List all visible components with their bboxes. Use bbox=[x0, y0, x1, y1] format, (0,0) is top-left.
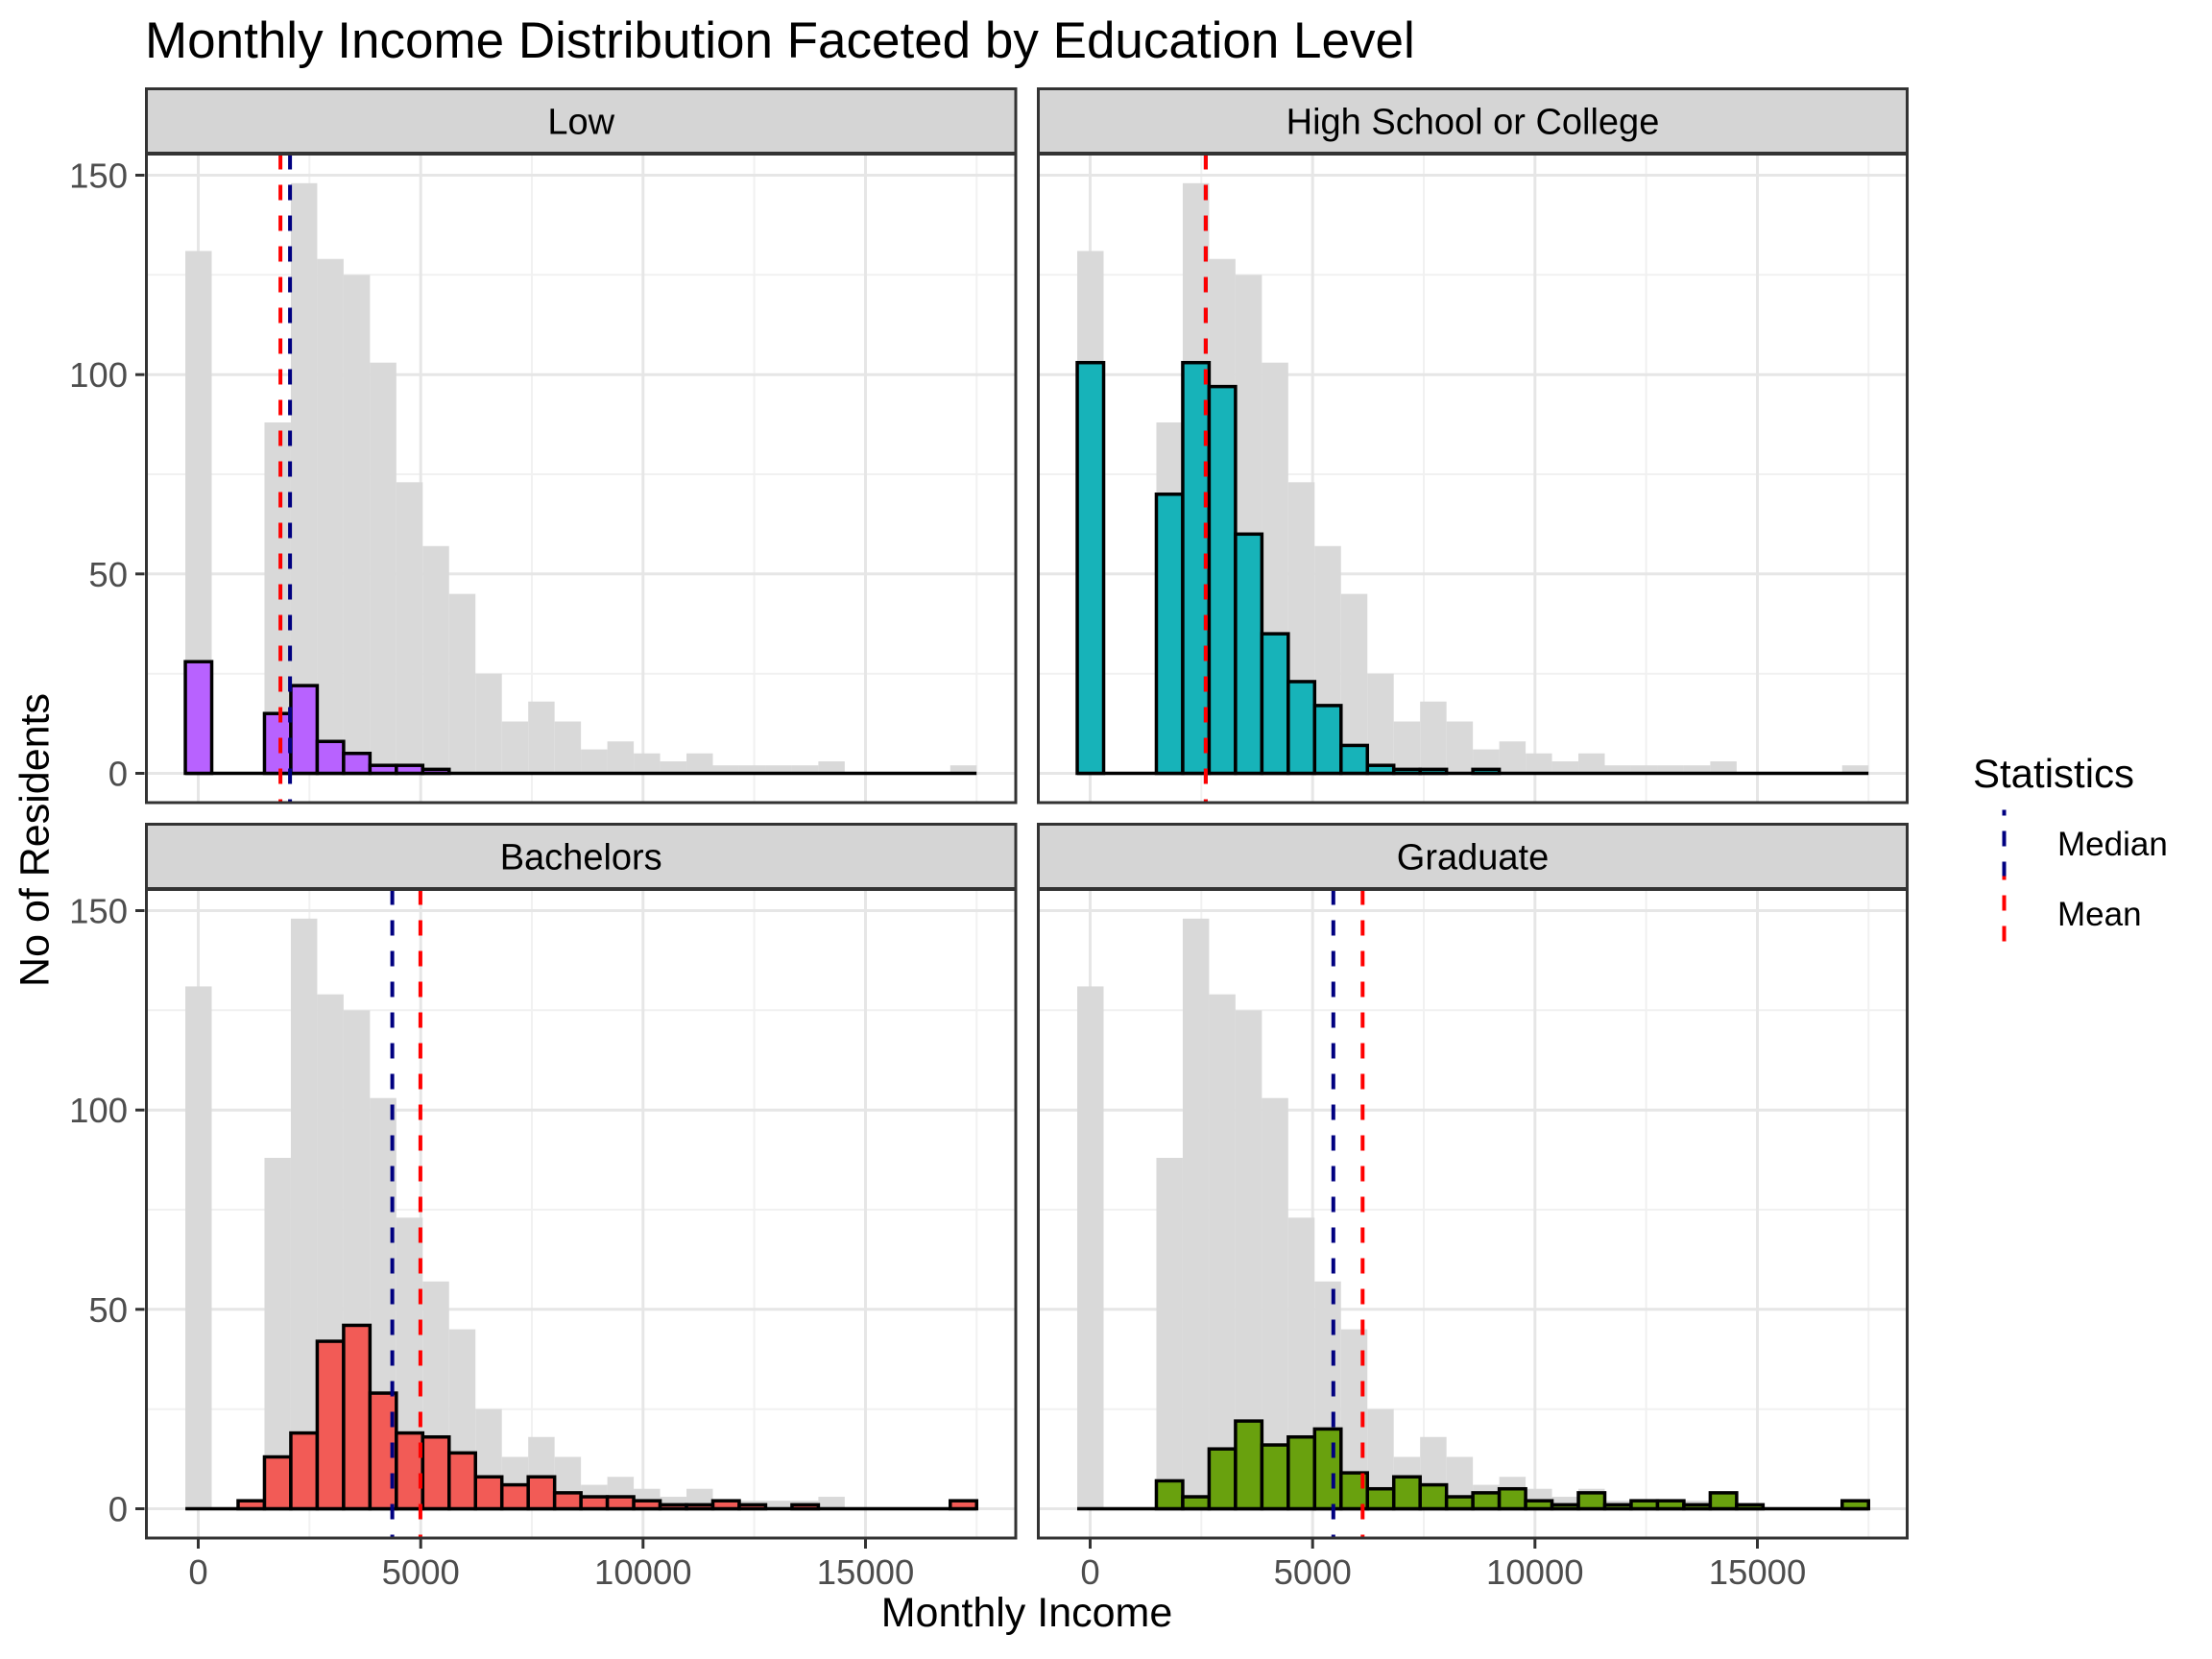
svg-text:0: 0 bbox=[108, 755, 128, 794]
svg-text:0: 0 bbox=[108, 1490, 128, 1529]
svg-text:5000: 5000 bbox=[382, 1552, 460, 1592]
svg-text:50: 50 bbox=[88, 555, 128, 594]
svg-text:Bachelors: Bachelors bbox=[500, 838, 662, 878]
svg-text:10000: 10000 bbox=[1486, 1552, 1584, 1592]
svg-text:150: 150 bbox=[69, 892, 128, 931]
svg-text:0: 0 bbox=[1080, 1552, 1099, 1592]
svg-text:0: 0 bbox=[188, 1552, 207, 1592]
svg-text:Statistics: Statistics bbox=[1973, 751, 2134, 796]
svg-text:Median: Median bbox=[2057, 826, 2168, 863]
svg-text:Monthly Income Distribution Fa: Monthly Income Distribution Faceted by E… bbox=[145, 12, 1415, 69]
svg-text:No of Residents: No of Residents bbox=[12, 693, 59, 987]
svg-text:10000: 10000 bbox=[594, 1552, 692, 1592]
svg-text:150: 150 bbox=[69, 156, 128, 196]
svg-text:5000: 5000 bbox=[1274, 1552, 1352, 1592]
svg-text:Graduate: Graduate bbox=[1397, 838, 1549, 878]
svg-text:Low: Low bbox=[547, 103, 614, 143]
svg-text:100: 100 bbox=[69, 1091, 128, 1130]
svg-text:High School or College: High School or College bbox=[1286, 103, 1660, 143]
svg-text:15000: 15000 bbox=[1709, 1552, 1807, 1592]
svg-text:15000: 15000 bbox=[817, 1552, 915, 1592]
svg-text:Monthly Income: Monthly Income bbox=[881, 1590, 1173, 1636]
svg-text:Mean: Mean bbox=[2057, 896, 2142, 933]
svg-text:50: 50 bbox=[88, 1290, 128, 1330]
svg-text:100: 100 bbox=[69, 355, 128, 395]
